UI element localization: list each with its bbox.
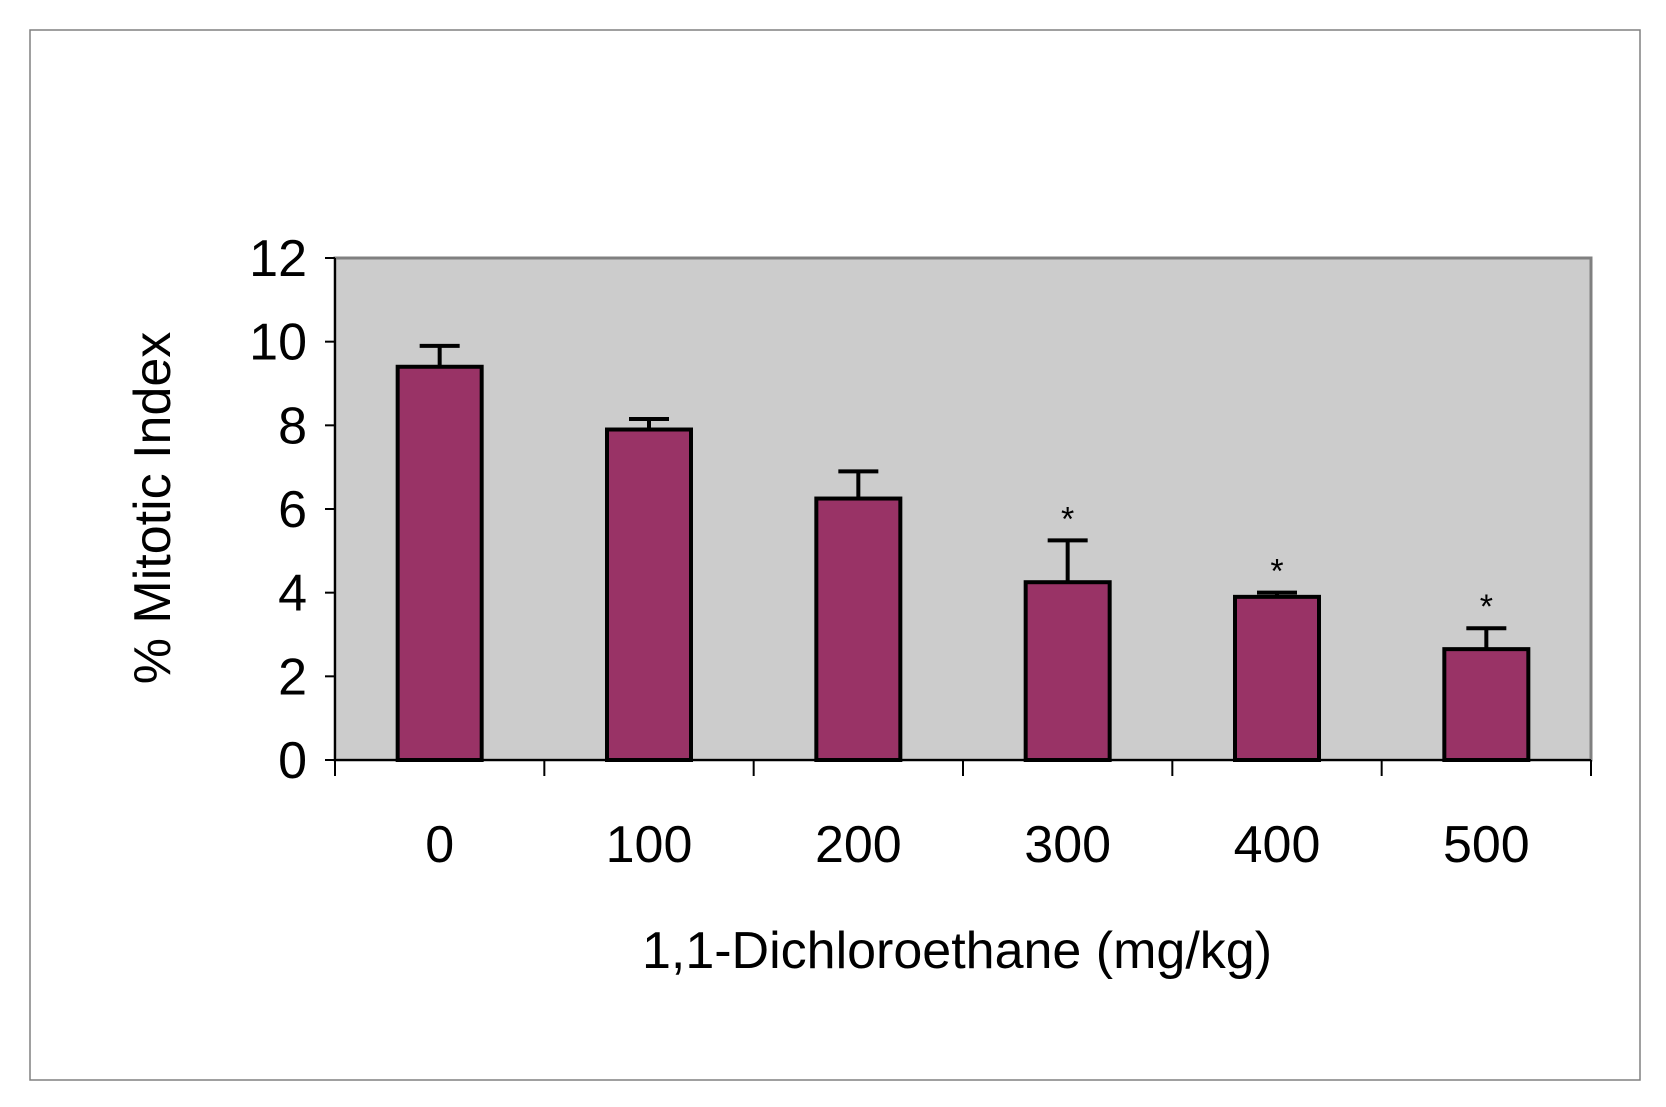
bars — [395, 364, 1531, 762]
x-tick-label: 400 — [1234, 816, 1321, 874]
bar — [1023, 580, 1112, 762]
x-tick-label: 500 — [1443, 816, 1530, 874]
y-tick-label: 10 — [249, 314, 307, 372]
bar — [395, 364, 484, 762]
y-axis-title: % Mitotic Index — [124, 332, 182, 685]
significance-marker: * — [1480, 588, 1493, 626]
bar — [1442, 647, 1531, 762]
x-tick-label: 100 — [606, 816, 693, 874]
bar — [605, 427, 693, 762]
x-tick-label: 0 — [425, 816, 454, 874]
y-tick-label: 4 — [278, 565, 307, 623]
y-tick-label: 8 — [278, 397, 307, 455]
significance-marker: * — [1061, 500, 1074, 538]
y-tick-label: 0 — [278, 732, 307, 790]
y-tick-label: 6 — [278, 481, 307, 539]
y-tick-label: 2 — [278, 648, 307, 706]
significance-markers: * * * — [1061, 500, 1493, 626]
plot-area — [333, 256, 1593, 762]
x-tick-label: 300 — [1024, 816, 1111, 874]
x-tick-label: 200 — [815, 816, 902, 874]
x-axis-title: 1,1-Dichloroethane (mg/kg) — [642, 922, 1272, 980]
significance-marker: * — [1270, 553, 1283, 591]
bar — [814, 496, 903, 762]
axes: 0 100 200 300 400 500 0 2 4 6 8 10 12 — [249, 230, 1592, 874]
bar — [1233, 594, 1321, 762]
y-tick-label: 12 — [249, 230, 307, 288]
